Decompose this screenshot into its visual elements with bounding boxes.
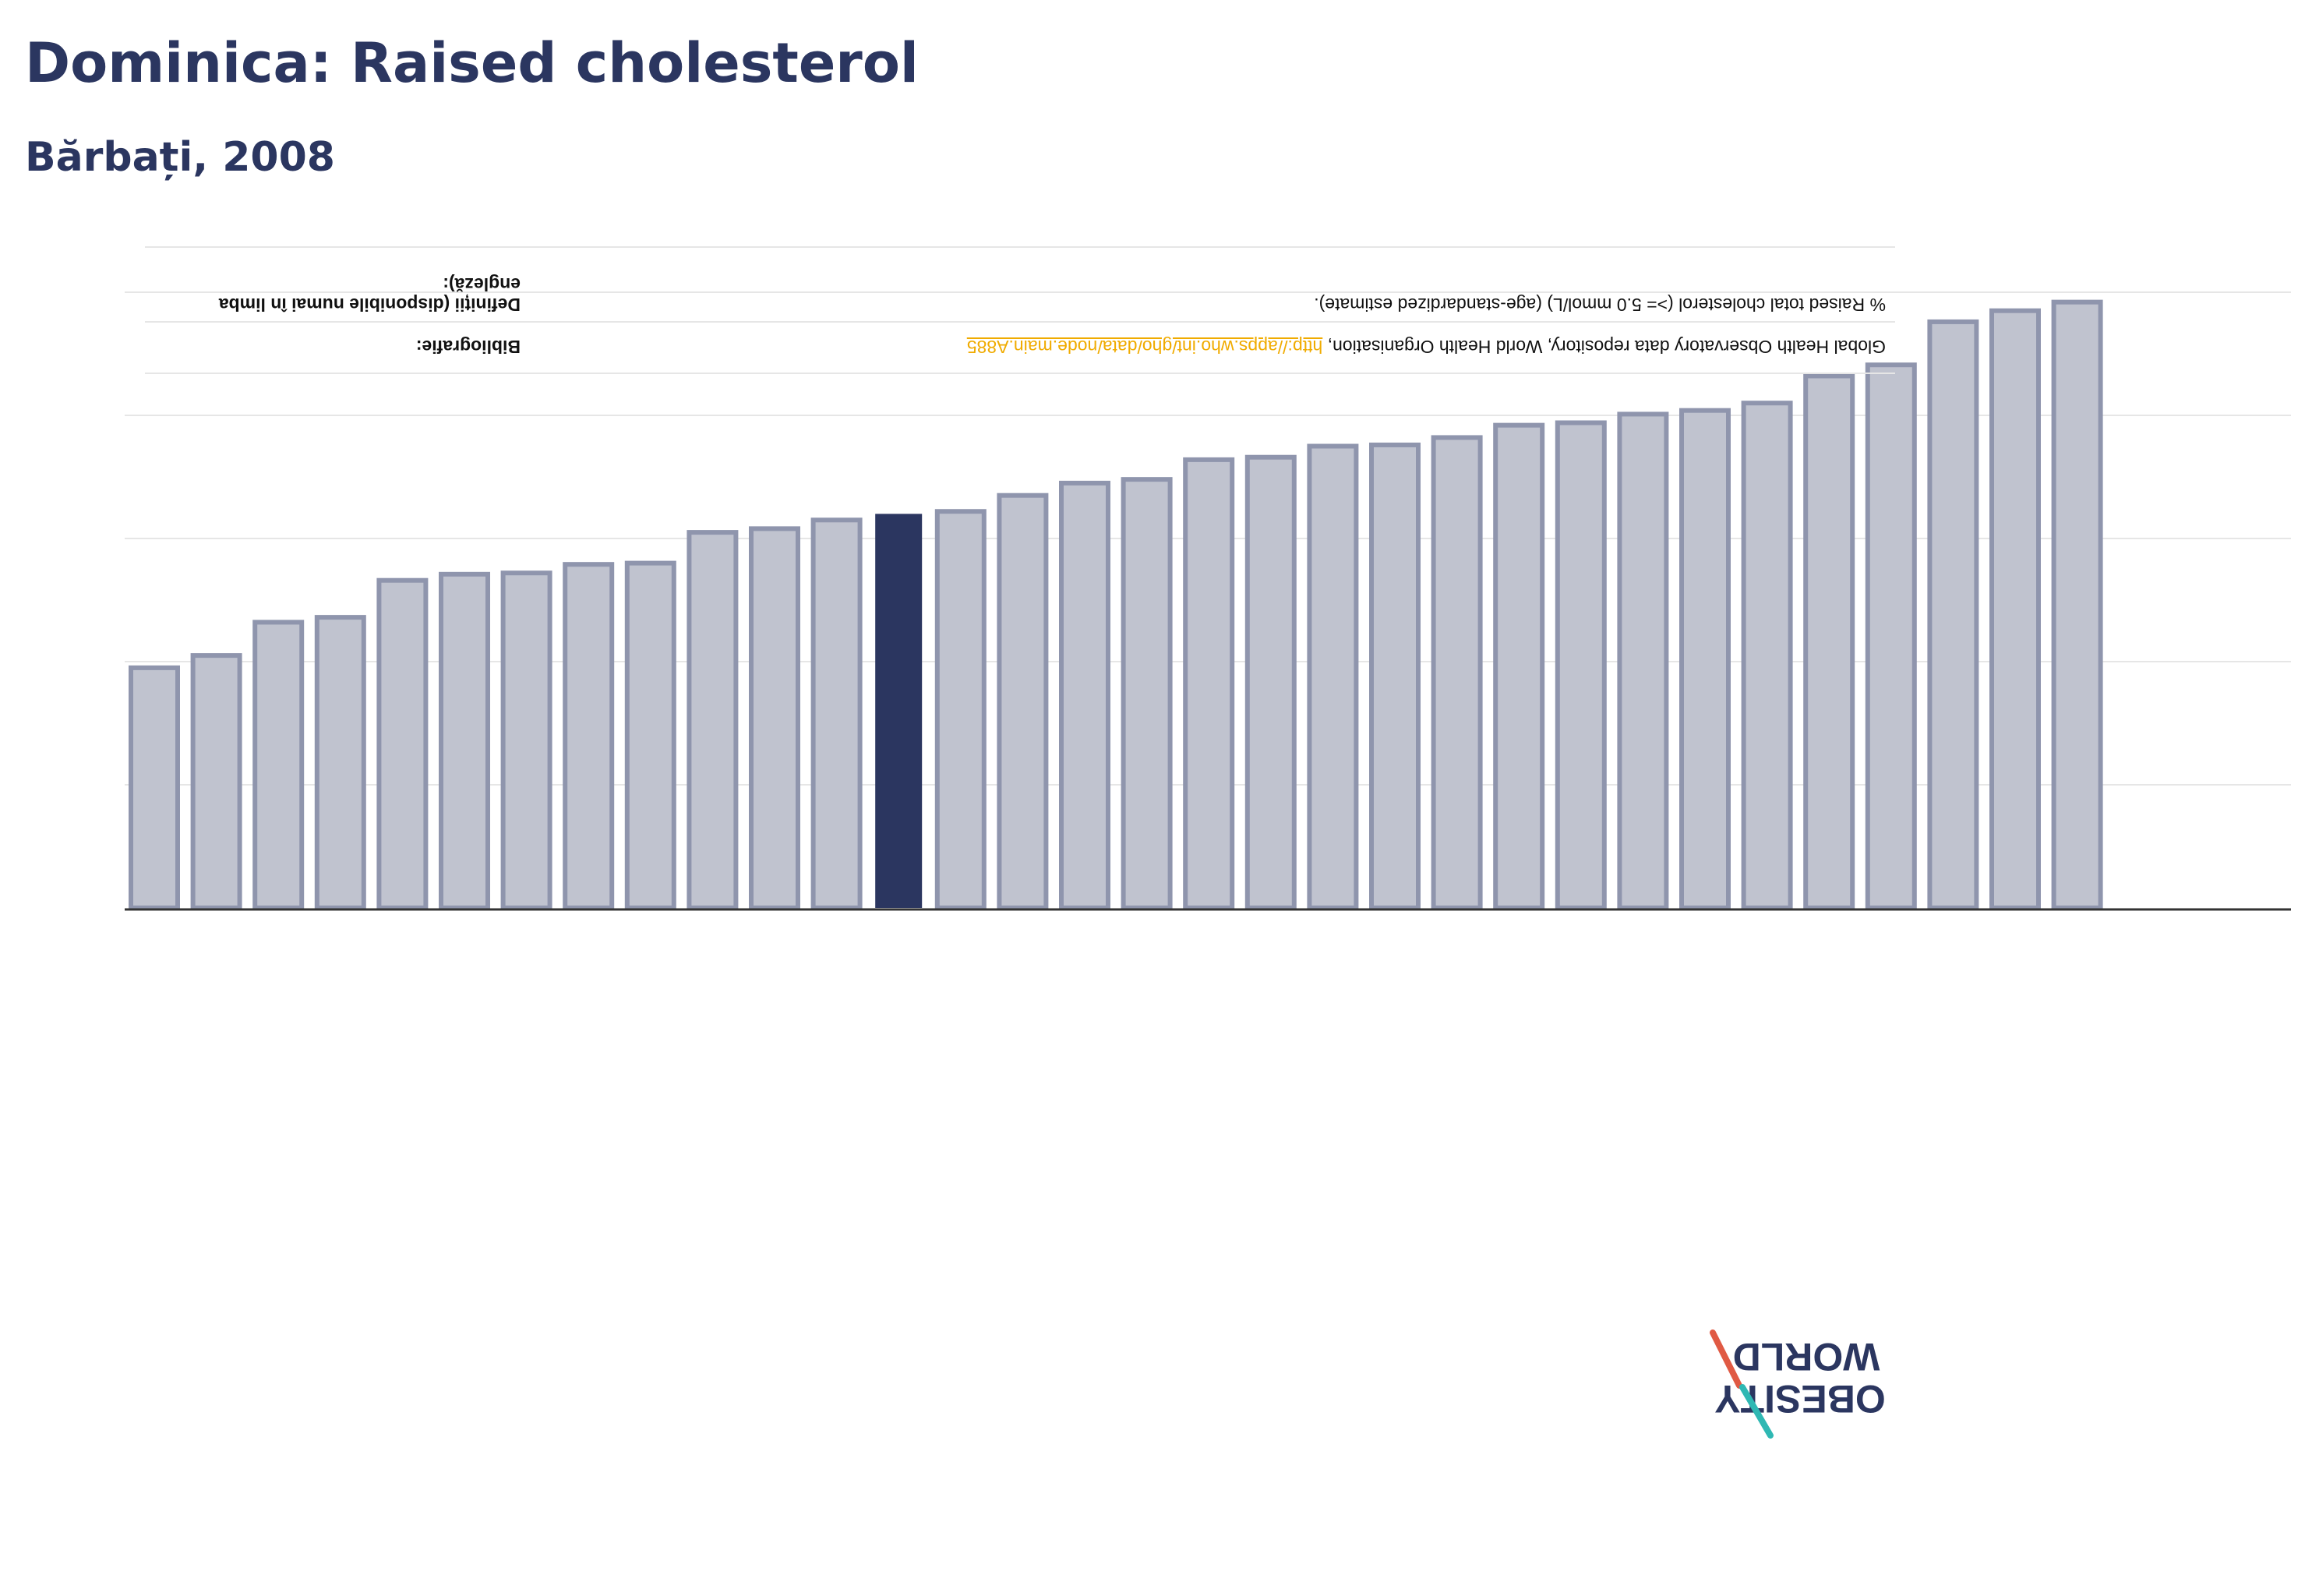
definition-label: Definiții (disponibile numai în limba en… — [218, 274, 521, 315]
bar-highlighted[interactable] — [875, 514, 923, 908]
bibliography-text: Global Health Observatory data repositor… — [1322, 337, 1886, 357]
bar[interactable] — [749, 526, 800, 910]
bar[interactable] — [1679, 408, 1731, 910]
bar[interactable] — [1927, 319, 1979, 911]
bar[interactable] — [1059, 480, 1110, 910]
bar[interactable] — [934, 509, 987, 910]
bar[interactable] — [2051, 299, 2103, 910]
bar[interactable] — [500, 570, 552, 910]
info-table: Bibliografie: Global Health Observatory … — [145, 246, 1895, 374]
definition-value: % Raised total cholesterol (>= 5.0 mmol/… — [1314, 295, 1886, 315]
bar[interactable] — [997, 493, 1049, 910]
chart-subtitle: Bărbați, 2008 — [25, 134, 335, 181]
bar[interactable] — [1244, 454, 1297, 910]
bibliography-link[interactable]: http://apps.who.int/gho/data/node.main.A… — [966, 337, 1323, 357]
bar[interactable] — [376, 577, 429, 910]
bar[interactable] — [1741, 401, 1793, 910]
bar[interactable] — [1307, 443, 1359, 910]
bar[interactable] — [1183, 457, 1235, 910]
bibliography-row: Bibliografie: Global Health Observatory … — [145, 321, 1895, 374]
bar[interactable] — [810, 517, 863, 910]
bar[interactable] — [252, 620, 305, 910]
bar[interactable] — [314, 615, 366, 910]
bar[interactable] — [1431, 435, 1483, 910]
bar[interactable] — [624, 560, 676, 910]
bar[interactable] — [1989, 308, 2041, 910]
bar[interactable] — [190, 653, 242, 910]
bibliography-value: Global Health Observatory data repositor… — [967, 336, 1886, 357]
bar[interactable] — [1555, 420, 1607, 910]
logo-line2: WORLD — [1733, 1335, 1880, 1379]
world-obesity-logo: OBESITY WORLD — [1710, 1329, 1886, 1439]
bar[interactable] — [563, 562, 615, 910]
bar[interactable] — [1369, 442, 1421, 910]
bar[interactable] — [1617, 411, 1669, 910]
bar[interactable] — [1865, 362, 1917, 911]
bar[interactable] — [439, 571, 490, 910]
logo-red-stroke — [1710, 1329, 1742, 1389]
bar[interactable] — [129, 665, 180, 911]
logo-teal-stroke — [1739, 1384, 1774, 1439]
bars — [129, 299, 2103, 911]
bar[interactable] — [687, 530, 739, 910]
bar[interactable] — [1493, 422, 1545, 910]
bar[interactable] — [1803, 373, 1855, 910]
bar[interactable] — [1121, 477, 1173, 910]
chart-title: Dominica: Raised cholesterol — [25, 31, 919, 95]
bibliography-label: Bibliografie: — [415, 337, 521, 357]
definition-row: Definiții (disponibile numai în limba en… — [145, 246, 1895, 323]
